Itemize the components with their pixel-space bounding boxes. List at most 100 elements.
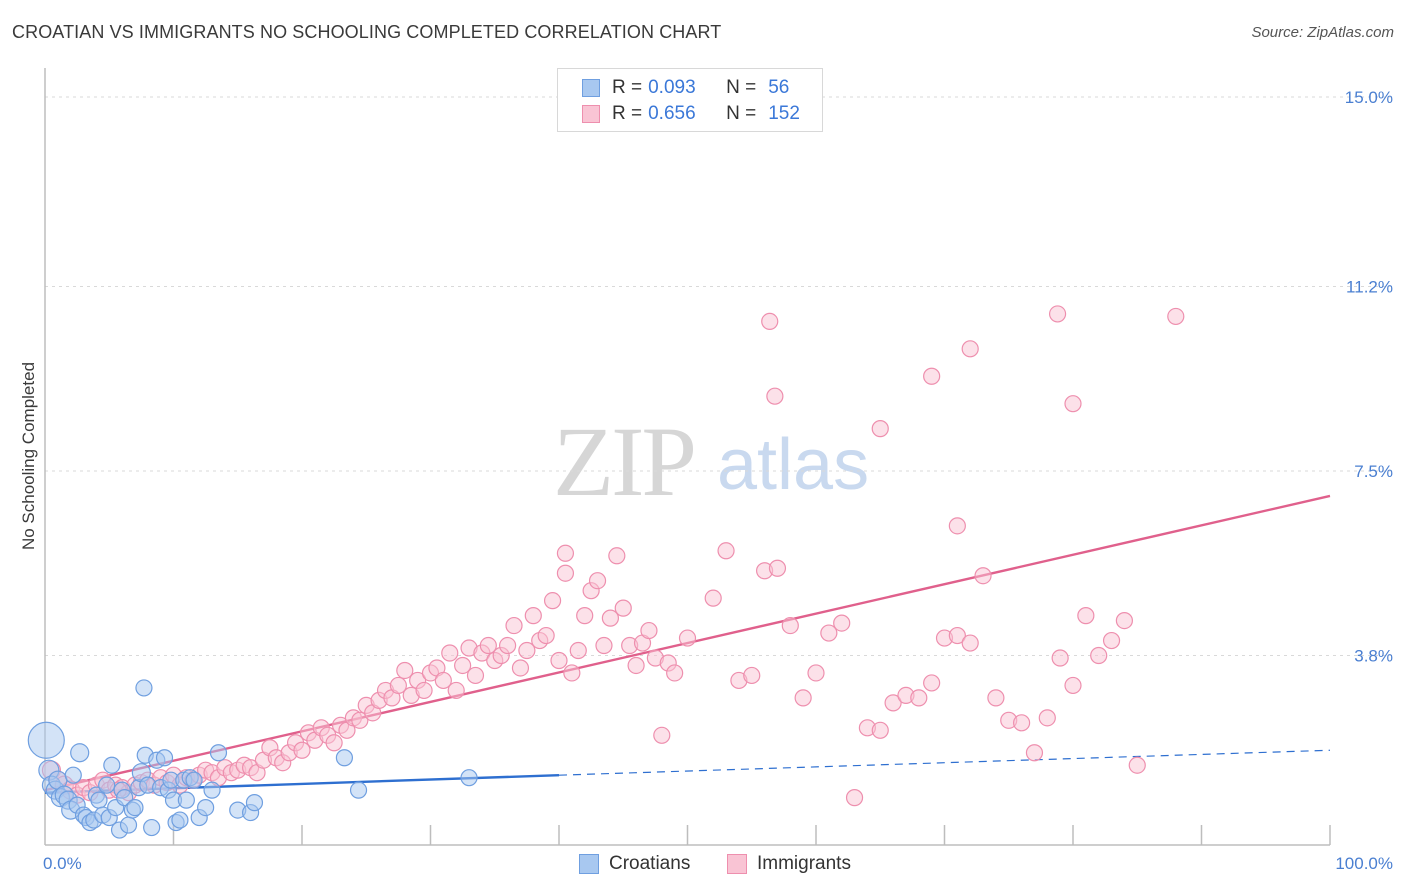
point-immigrants-86 [595,636,613,655]
point-immigrants-81 [563,664,581,682]
point-immigrants-136 [871,420,889,438]
point-immigrants-115 [910,689,928,707]
legend-r-label: R = [612,77,643,98]
point-croatians-25 [116,789,134,807]
point-immigrants-73 [511,659,530,677]
point-croatians-47 [197,798,215,817]
point-immigrants-39 [293,741,311,759]
point-immigrants-102 [743,666,761,685]
point-immigrants-78 [543,592,562,610]
bottom-legend-label-immigrants: Immigrants [757,853,851,874]
point-croatians-54 [335,749,354,767]
x-tick-label-1: 100.0% [1335,854,1393,873]
legend-n-label: N = [726,103,757,124]
point-immigrants-104 [768,559,787,577]
point-immigrants-129 [1090,646,1108,665]
axes [44,68,1331,846]
y-tick-label-3: 15.0% [1345,88,1393,107]
legend-row-immigrants: R = 0.656 N = 152 [582,102,800,126]
point-immigrants-55 [396,661,414,680]
x-tick-label-0: 0.0% [43,854,82,873]
point-immigrants-112 [871,721,889,739]
point-immigrants-44 [325,734,343,752]
point-immigrants-77 [537,626,555,645]
point-immigrants-85 [588,572,607,590]
point-croatians-43 [177,791,195,809]
point-immigrants-64 [454,656,472,675]
point-croatians-49 [209,744,228,762]
point-immigrants-139 [961,340,979,358]
point-immigrants-68 [479,636,497,655]
point-immigrants-58 [415,681,433,700]
point-immigrants-127 [1064,676,1082,695]
point-immigrants-137 [923,367,941,385]
point-immigrants-74 [518,641,536,660]
watermark-atlas: atlas [717,425,870,505]
point-immigrants-75 [524,607,542,625]
point-croatians-19 [98,776,116,794]
point-immigrants-63 [447,681,465,700]
bottom-legend-label-croatians: Croatians [609,853,691,874]
point-immigrants-72 [505,616,523,635]
point-immigrants-138 [948,517,966,535]
point-immigrants-121 [987,689,1005,707]
legend-row-croatians: R = 0.093 N = 56 [582,76,789,100]
point-croatians-52 [245,794,264,812]
point-immigrants-120 [974,567,992,585]
point-immigrants-135 [766,387,784,405]
point-immigrants-87 [601,609,620,627]
point-immigrants-105 [781,616,799,635]
point-croatians-48 [203,781,221,799]
point-croatians-17 [90,791,108,809]
y-tick-label-2: 11.2% [1346,277,1393,296]
point-immigrants-89 [614,599,632,617]
point-immigrants-143 [556,544,575,562]
point-croatians-28 [126,798,144,817]
point-immigrants-108 [820,624,838,642]
legend-n-label: N = [726,77,757,98]
point-immigrants-95 [653,726,671,744]
point-croatians-56 [460,769,478,787]
point-immigrants-132 [1128,756,1146,774]
point-croatians-21 [103,756,121,774]
point-immigrants-125 [1038,709,1056,727]
y-tick-label-0: 3.8% [1354,647,1393,666]
point-immigrants-62 [441,644,459,662]
point-immigrants-80 [556,564,575,582]
point-croatians-53 [135,679,153,697]
y-tick-label-1: 7.5% [1354,462,1393,481]
point-immigrants-107 [807,664,825,682]
point-immigrants-79 [550,651,568,670]
legend-swatch-croatians [582,79,600,97]
point-immigrants-118 [948,626,966,645]
point-immigrants-113 [884,694,902,712]
point-immigrants-119 [961,634,979,652]
bottom-legend-swatch-immigrants [727,854,747,874]
point-immigrants-131 [1115,611,1134,630]
point-croatians-0 [27,721,65,759]
point-croatians-11 [70,743,90,763]
point-immigrants-126 [1051,649,1069,667]
point-immigrants-116 [923,674,941,692]
watermark-zip: ZIP [553,406,697,517]
point-immigrants-88 [608,547,626,565]
point-immigrants-100 [717,542,735,560]
point-croatians-26 [119,816,138,834]
point-immigrants-97 [666,664,684,682]
point-immigrants-54 [389,676,407,695]
source-label: Source: ZipAtlas.com [1251,24,1394,41]
point-immigrants-106 [794,689,812,707]
point-immigrants-130 [1102,631,1121,650]
point-immigrants-109 [833,614,851,632]
y-axis-label: No Schooling Completed [19,362,38,550]
bottom-legend-swatch-croatians [579,854,599,874]
point-immigrants-71 [499,636,517,655]
point-immigrants-123 [1012,714,1031,732]
point-immigrants-48 [351,711,369,729]
point-immigrants-93 [640,621,658,640]
point-immigrants-134 [761,312,779,330]
point-immigrants-66 [466,666,485,685]
data-points [27,305,1185,839]
point-immigrants-124 [1025,744,1044,762]
